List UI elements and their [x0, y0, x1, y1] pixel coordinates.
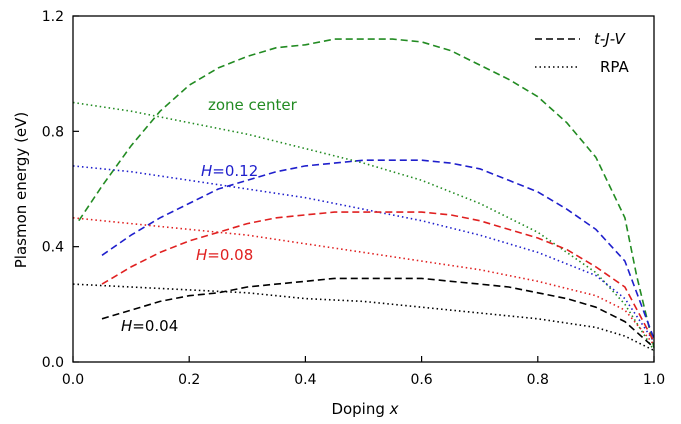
- legend-label-tjv: t-J-V: [594, 30, 627, 48]
- y-tick-label: 0.8: [42, 124, 64, 140]
- x-tick-label: 0.0: [62, 372, 84, 388]
- annotation-h-008-val: =0.08: [207, 246, 253, 264]
- annotation-h-004: H=0.04: [121, 317, 178, 335]
- plot-frame: [72, 15, 655, 363]
- series-line-h-0-12-rpa: [72, 165, 655, 343]
- ticks-layer: 0.0 0.2 0.4 0.6 0.8 1.0 0.0 0.4 0.8 1.2: [42, 9, 665, 388]
- x-axis-title-var: x: [389, 400, 399, 418]
- series-line-h-0-04-t-j-v: [101, 277, 655, 349]
- y-axis-title: Plasmon energy (eV): [12, 112, 30, 269]
- x-tick-label: 0.8: [527, 372, 549, 388]
- series-line-zone-center-t-j-v: [78, 38, 655, 348]
- annotation-h-004-var: H: [121, 317, 132, 335]
- series-line-h-0-08-t-j-v: [101, 211, 655, 343]
- annotation-h-012-var: H: [201, 162, 212, 180]
- x-axis-title: Doping x: [331, 400, 398, 418]
- series-line-h-0-04-rpa: [72, 283, 655, 352]
- x-axis-title-main: Doping: [331, 400, 384, 418]
- y-tick-label: 1.2: [42, 9, 64, 25]
- annotation-h-012: H=0.12: [201, 162, 258, 180]
- legend-label-rpa: RPA: [600, 58, 630, 76]
- series-layer: [72, 38, 655, 352]
- x-tick-label: 0.4: [294, 372, 316, 388]
- x-tick-label: 1.0: [643, 372, 665, 388]
- annotation-zone-center: zone center: [208, 96, 298, 114]
- x-tick-label: 0.6: [410, 372, 432, 388]
- annotation-h-012-val: =0.12: [212, 162, 258, 180]
- series-line-h-0-12-t-j-v: [101, 159, 655, 340]
- annotation-h-008-var: H: [196, 246, 207, 264]
- y-tick-label: 0.4: [42, 240, 64, 256]
- legend: t-J-V RPA: [535, 30, 630, 76]
- series-line-zone-center-rpa: [72, 101, 655, 351]
- x-tick-label: 0.2: [178, 372, 200, 388]
- annotation-h-004-val: =0.04: [132, 317, 178, 335]
- y-tick-label: 0.0: [42, 355, 64, 371]
- annotation-h-008: H=0.08: [196, 246, 253, 264]
